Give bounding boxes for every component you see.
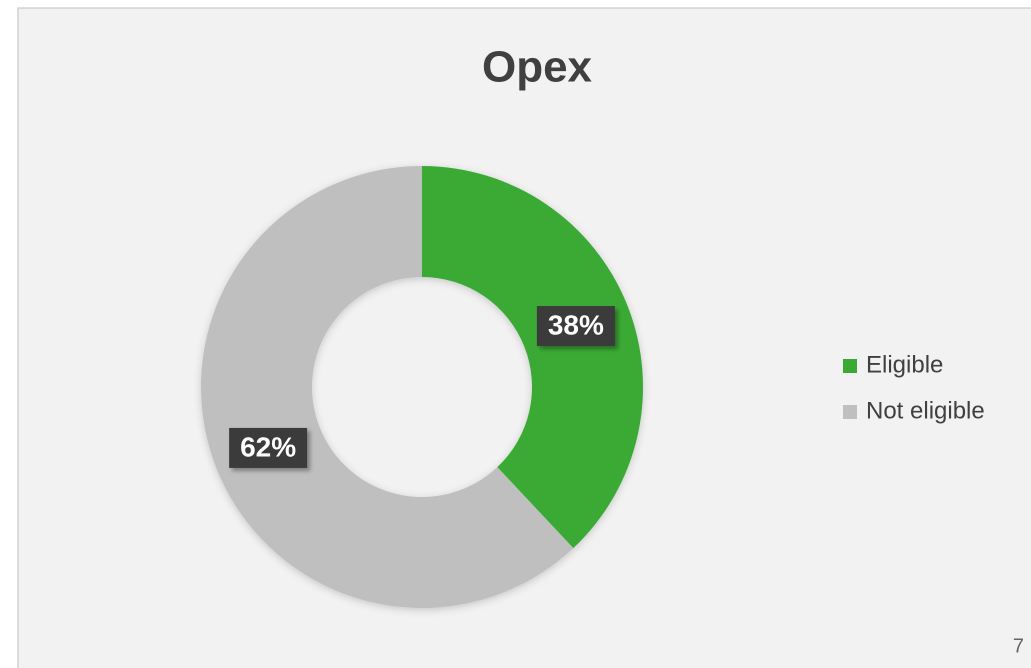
donut — [201, 166, 644, 608]
data-label-box — [536, 306, 615, 347]
legend-label: Eligible — [866, 351, 943, 378]
chart-title: Opex — [482, 43, 593, 92]
legend-swatch — [843, 405, 857, 419]
slice — [422, 166, 644, 549]
legend-swatch — [843, 359, 857, 373]
data-label: 38% — [548, 309, 604, 340]
slice — [201, 166, 574, 608]
legend-label: Not eligible — [866, 397, 985, 424]
data-label-box — [229, 427, 308, 468]
data-label: 62% — [240, 431, 296, 462]
page-number: 7 — [1013, 635, 1024, 657]
